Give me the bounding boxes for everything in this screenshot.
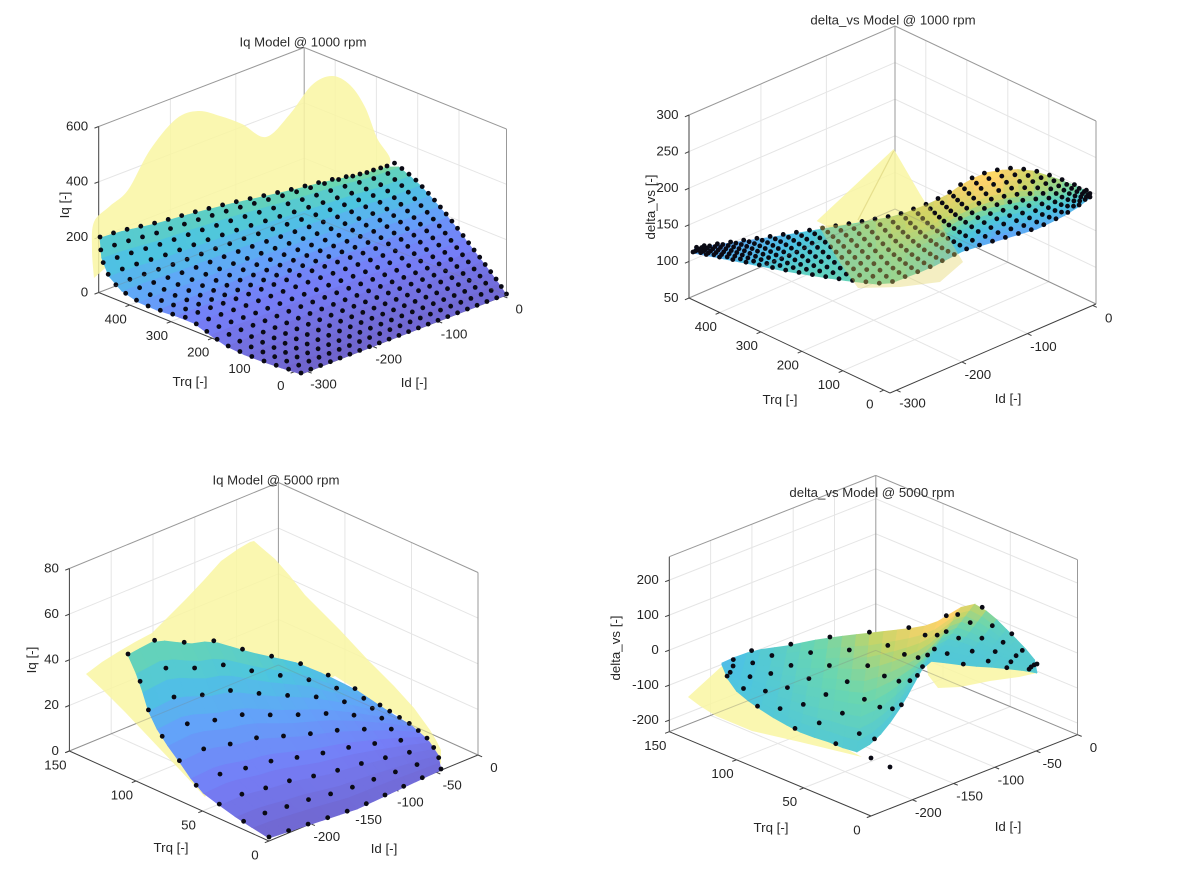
svg-text:600: 600: [66, 118, 88, 133]
svg-text:Trq [-]: Trq [-]: [754, 820, 789, 835]
svg-text:0: 0: [866, 396, 873, 411]
svg-text:300: 300: [736, 338, 758, 353]
svg-text:300: 300: [656, 107, 678, 122]
svg-text:-100: -100: [998, 772, 1025, 787]
svg-text:0: 0: [515, 302, 522, 317]
svg-text:-200: -200: [965, 367, 992, 382]
svg-text:0: 0: [51, 743, 58, 758]
svg-text:100: 100: [711, 766, 733, 781]
svg-text:delta_vs Model @ 5000 rpm: delta_vs Model @ 5000 rpm: [789, 485, 954, 500]
svg-text:150: 150: [44, 757, 66, 772]
svg-text:200: 200: [656, 180, 678, 195]
svg-text:60: 60: [44, 606, 59, 621]
svg-text:-200: -200: [632, 712, 659, 727]
svg-text:0: 0: [81, 284, 88, 299]
svg-text:200: 200: [187, 345, 209, 360]
svg-text:-200: -200: [375, 352, 402, 367]
svg-text:100: 100: [228, 361, 250, 376]
svg-text:-150: -150: [956, 789, 983, 804]
svg-text:50: 50: [181, 817, 196, 832]
svg-text:0: 0: [1105, 311, 1112, 326]
svg-text:200: 200: [66, 229, 88, 244]
svg-text:400: 400: [66, 174, 88, 189]
svg-text:0: 0: [251, 847, 258, 862]
svg-text:200: 200: [777, 358, 799, 373]
svg-text:Id [-]: Id [-]: [371, 841, 398, 856]
svg-text:delta_vs Model @ 1000 rpm: delta_vs Model @ 1000 rpm: [810, 12, 975, 27]
svg-text:Iq Model @ 5000 rpm: Iq Model @ 5000 rpm: [212, 472, 339, 487]
svg-text:40: 40: [44, 652, 59, 667]
svg-text:250: 250: [656, 143, 678, 158]
svg-text:Iq [-]: Iq [-]: [57, 192, 72, 219]
svg-text:100: 100: [656, 253, 678, 268]
svg-text:Id [-]: Id [-]: [995, 391, 1022, 406]
svg-text:400: 400: [695, 319, 717, 334]
svg-text:20: 20: [44, 697, 59, 712]
svg-text:-50: -50: [443, 777, 462, 792]
svg-text:400: 400: [105, 311, 127, 326]
svg-text:-300: -300: [899, 395, 926, 410]
svg-text:-200: -200: [313, 829, 340, 844]
svg-text:0: 0: [853, 822, 860, 837]
svg-text:Id [-]: Id [-]: [995, 819, 1022, 834]
svg-text:200: 200: [637, 572, 659, 587]
svg-text:Trq [-]: Trq [-]: [763, 392, 798, 407]
svg-text:80: 80: [44, 560, 59, 575]
svg-text:-100: -100: [441, 327, 468, 342]
svg-text:0: 0: [277, 378, 284, 393]
svg-text:-100: -100: [397, 795, 424, 810]
svg-text:-100: -100: [632, 677, 659, 692]
svg-text:0: 0: [1090, 740, 1097, 755]
svg-text:delta_vs [-]: delta_vs [-]: [643, 174, 658, 239]
svg-text:-100: -100: [1030, 339, 1057, 354]
svg-text:150: 150: [644, 738, 666, 753]
svg-text:50: 50: [664, 290, 679, 305]
svg-text:50: 50: [782, 794, 797, 809]
svg-text:Trq [-]: Trq [-]: [154, 840, 189, 855]
svg-text:delta_vs [-]: delta_vs [-]: [608, 615, 623, 680]
svg-text:-200: -200: [915, 805, 942, 820]
svg-text:-150: -150: [355, 812, 382, 827]
svg-text:-300: -300: [310, 377, 337, 392]
svg-text:Iq [-]: Iq [-]: [24, 647, 39, 674]
svg-text:100: 100: [111, 787, 133, 802]
svg-text:100: 100: [637, 607, 659, 622]
svg-text:0: 0: [651, 642, 658, 657]
svg-text:100: 100: [818, 377, 840, 392]
svg-text:Trq [-]: Trq [-]: [173, 374, 208, 389]
svg-text:-50: -50: [1043, 756, 1062, 771]
svg-text:0: 0: [490, 760, 497, 775]
svg-text:150: 150: [656, 217, 678, 232]
svg-text:Iq Model @ 1000 rpm: Iq Model @ 1000 rpm: [239, 34, 366, 49]
svg-text:300: 300: [146, 328, 168, 343]
svg-text:Id [-]: Id [-]: [401, 375, 428, 390]
